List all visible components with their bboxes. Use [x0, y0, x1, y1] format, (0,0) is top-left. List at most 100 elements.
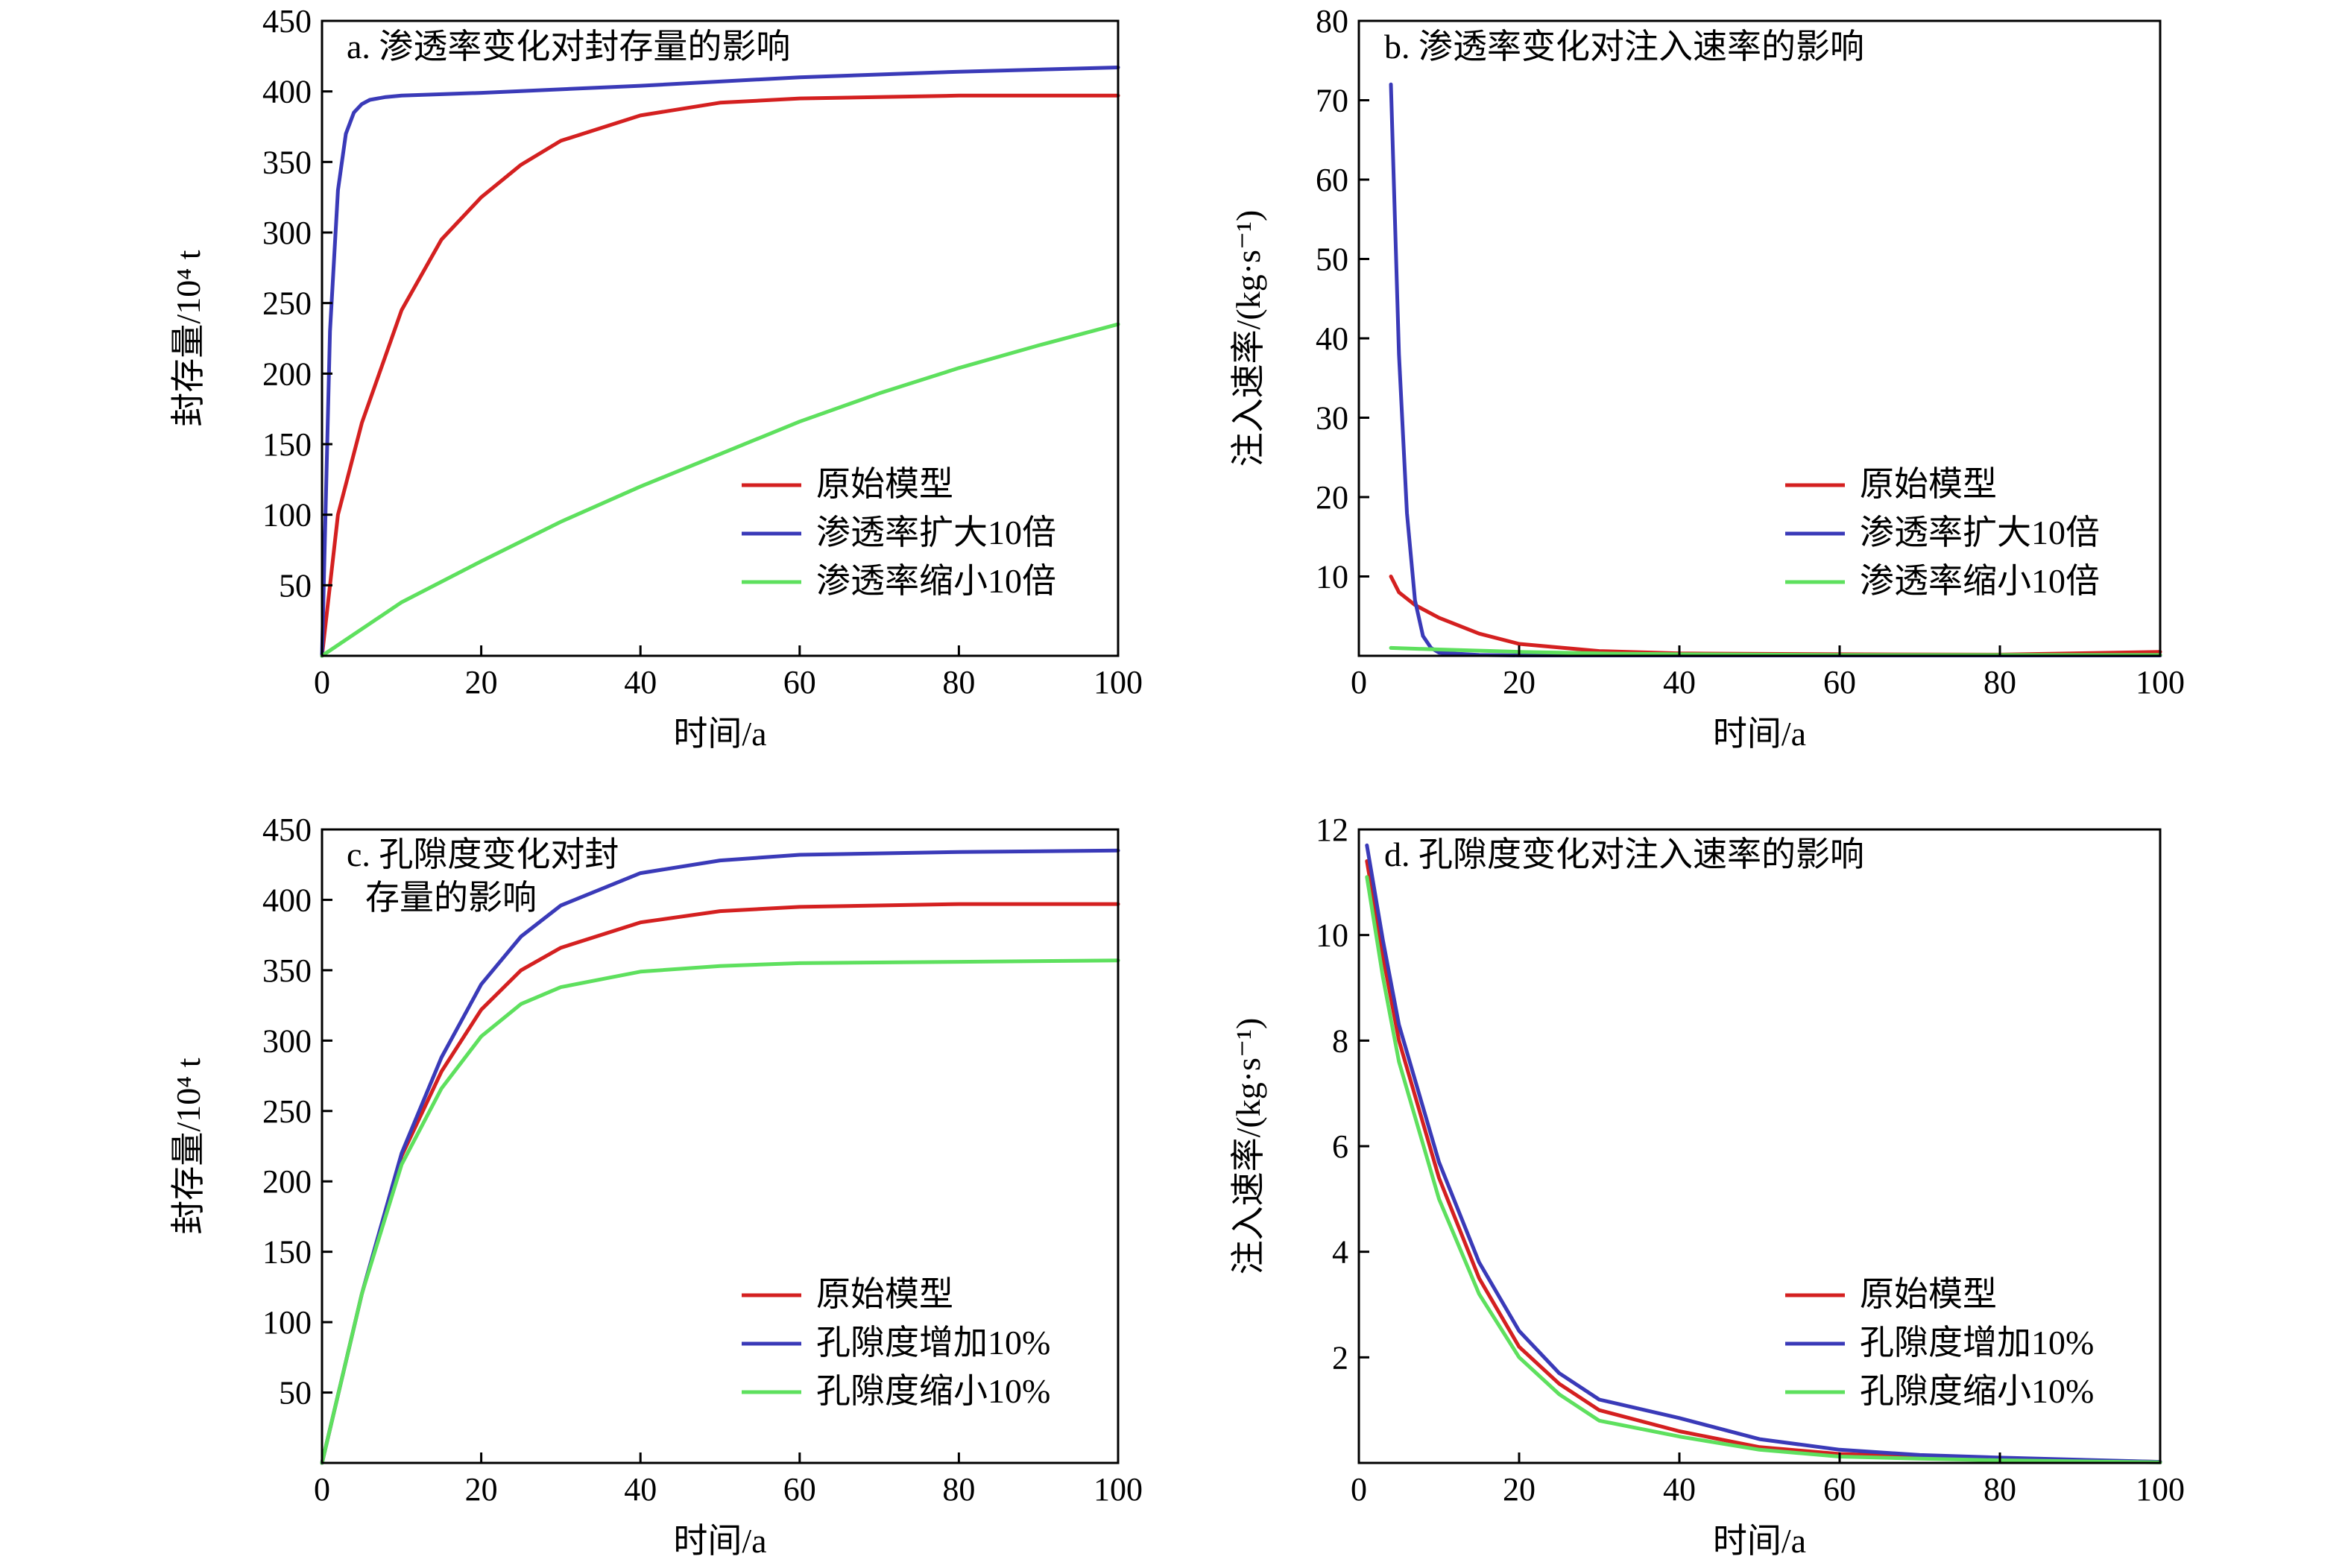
y-tick-label: 50	[1316, 241, 1348, 278]
x-tick-label: 0	[314, 664, 330, 701]
x-tick-label: 60	[1823, 664, 1856, 701]
y-tick-label: 40	[1316, 320, 1348, 357]
series-line-1	[1365, 859, 2162, 1464]
legend-label: 原始模型	[816, 465, 953, 503]
x-tick-label: 0	[1351, 664, 1367, 701]
x-tick-label: 40	[1663, 664, 1696, 701]
legend-label: 渗透率缩小10倍	[816, 562, 1056, 600]
y-tick-label: 20	[1316, 479, 1348, 516]
y-axis-label: 封存量/10⁴ t	[169, 250, 207, 426]
x-tick-label: 60	[783, 1471, 816, 1508]
y-tick-label: 60	[1316, 162, 1348, 198]
panel-title: a. 渗透率变化对封存量的影响	[347, 28, 790, 66]
series-group	[320, 848, 1120, 1465]
panel-d: 0 20 40 60 80 100 2 4 6 8 10 12 时间/a 注入速率/(kg·s⁻¹) d. …	[1229, 812, 2185, 1560]
y-axis-label: 封存量/10⁴ t	[169, 1058, 207, 1234]
series-group	[320, 66, 1120, 658]
plot-frame	[1357, 828, 2162, 1464]
series-line-2	[320, 848, 1120, 1465]
y-tick-label: 400	[262, 74, 312, 110]
x-tick-label: 40	[624, 664, 657, 701]
x-tick-label: 20	[465, 1471, 498, 1508]
y-axis-label: 注入速率/(kg·s⁻¹)	[1229, 210, 1267, 467]
y-tick-label: 10	[1316, 917, 1348, 954]
x-tick-label: 20	[1503, 1471, 1536, 1508]
x-tick-label: 0	[1351, 1471, 1367, 1508]
y-tick-label: 100	[262, 497, 312, 534]
x-tick-label: 100	[1093, 1471, 1143, 1508]
panel-title: c. 孔隙度变化对封	[347, 835, 619, 873]
y-tick-label: 100	[262, 1304, 312, 1341]
panel-c: 0 20 40 60 80 100 50 100 150 200 250 300 350 400 450 时间…	[169, 812, 1143, 1560]
series-line-2	[1365, 843, 2162, 1464]
y-axis-label: 注入速率/(kg·s⁻¹)	[1229, 1018, 1267, 1275]
x-tick-label: 60	[1823, 1471, 1856, 1508]
x-tick-label: 80	[1984, 1471, 2016, 1508]
x-tick-label: 80	[942, 664, 975, 701]
legend-label: 孔隙度缩小10%	[816, 1372, 1050, 1410]
legend-label: 渗透率扩大10倍	[1860, 513, 2100, 551]
y-tick-label: 30	[1316, 400, 1348, 437]
y-tick-label: 450	[262, 812, 312, 848]
x-tick-label: 60	[783, 664, 816, 701]
x-tick-label: 100	[2136, 1471, 2185, 1508]
y-tick-label: 80	[1316, 3, 1348, 39]
legend-label: 孔隙度增加10%	[1860, 1324, 2094, 1362]
x-tick-label: 40	[1663, 1471, 1696, 1508]
y-tick-label: 50	[279, 567, 312, 604]
series-group	[1365, 843, 2162, 1464]
x-tick-label: 40	[624, 1471, 657, 1508]
y-tick-label: 150	[262, 426, 312, 463]
y-tick-label: 350	[262, 144, 312, 180]
x-tick-label: 80	[1984, 664, 2016, 701]
series-line-2	[320, 66, 1120, 658]
y-tick-label: 8	[1332, 1022, 1348, 1059]
x-axis-label: 时间/a	[673, 1522, 766, 1560]
y-tick-label: 70	[1316, 83, 1348, 119]
y-tick-label: 250	[262, 1093, 312, 1130]
x-axis-label: 时间/a	[673, 715, 766, 753]
y-tick-label: 12	[1316, 812, 1348, 848]
y-tick-label: 150	[262, 1234, 312, 1271]
legend-label: 渗透率缩小10倍	[1860, 562, 2100, 600]
y-tick-label: 250	[262, 285, 312, 322]
legend-label: 原始模型	[1860, 1275, 1997, 1313]
y-tick-label: 400	[262, 882, 312, 918]
plot-frame	[1357, 19, 2162, 657]
series-line-3	[1365, 875, 2162, 1464]
panel-title-line-2: 存量的影响	[365, 879, 537, 917]
x-axis-label: 时间/a	[1713, 1522, 1806, 1560]
x-tick-label: 100	[1093, 664, 1143, 701]
panel-title: d. 孔隙度变化对注入速率的影响	[1384, 835, 1864, 873]
series-line-3	[320, 958, 1120, 1465]
panel-title: b. 渗透率变化对注入速率的影响	[1384, 28, 1864, 66]
x-tick-label: 80	[942, 1471, 975, 1508]
panel-b: 0 20 40 60 80 100 10 20 30 40 50 60 70 80 时间/a 注入速率/(kg…	[1229, 3, 2185, 753]
series-line-3	[320, 322, 1120, 658]
y-tick-label: 6	[1332, 1128, 1348, 1165]
plot-frame	[321, 19, 1120, 657]
y-tick-label: 450	[262, 3, 312, 39]
panel-a: 0 20 40 60 80 100 50 100 150 200 250 300 350 400 450 时间…	[169, 3, 1143, 753]
legend-label: 原始模型	[1860, 465, 1997, 503]
legend-label: 渗透率扩大10倍	[816, 513, 1056, 551]
series-line-1	[320, 93, 1120, 658]
y-tick-label: 200	[262, 1163, 312, 1200]
x-axis-label: 时间/a	[1713, 715, 1806, 753]
plot-frame	[321, 828, 1120, 1464]
y-tick-label: 300	[262, 215, 312, 251]
legend-label: 原始模型	[816, 1275, 953, 1313]
x-tick-label: 20	[465, 664, 498, 701]
y-tick-label: 10	[1316, 559, 1348, 595]
x-tick-label: 0	[314, 1471, 330, 1508]
y-tick-label: 200	[262, 355, 312, 392]
legend-label: 孔隙度缩小10%	[1860, 1372, 2094, 1410]
x-tick-label: 100	[2136, 664, 2185, 701]
y-tick-label: 2	[1332, 1339, 1348, 1376]
y-tick-label: 4	[1332, 1234, 1348, 1271]
y-tick-label: 300	[262, 1022, 312, 1059]
